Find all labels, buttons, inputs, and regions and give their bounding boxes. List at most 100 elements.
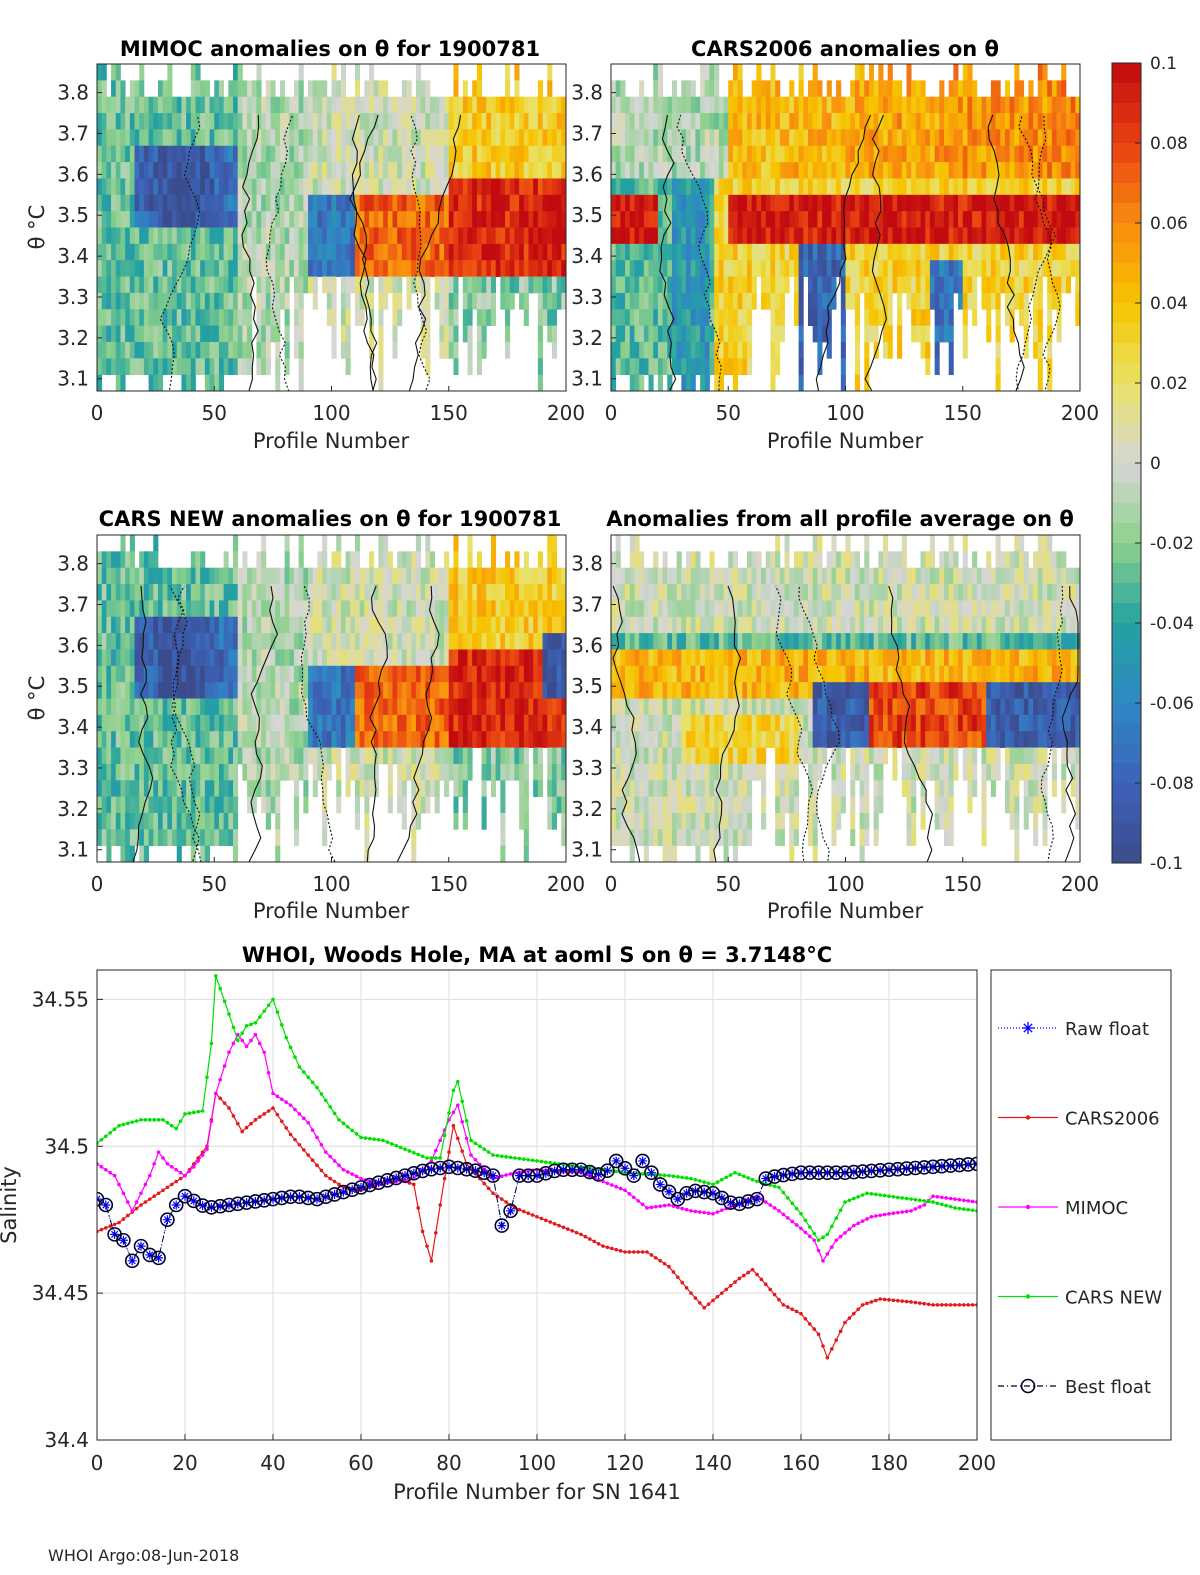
heatmap-cell xyxy=(233,567,239,585)
heatmap-cell xyxy=(383,567,389,585)
heatmap-cell xyxy=(176,194,182,212)
heatmap-cell xyxy=(854,113,860,130)
heatmap-cell xyxy=(101,260,107,277)
heatmap-cell xyxy=(634,292,640,310)
heatmap-cell xyxy=(209,584,215,601)
heatmap-cell xyxy=(962,113,968,130)
heatmap-cell xyxy=(1023,292,1029,310)
heatmap-cell xyxy=(958,178,964,196)
heatmap-cell xyxy=(181,276,187,294)
heatmap-cell xyxy=(803,129,809,147)
heatmap-cell xyxy=(528,567,534,585)
heatmap-cell xyxy=(434,780,440,797)
heatmap-cell xyxy=(864,113,870,130)
heatmap-cell xyxy=(561,616,567,634)
heatmap-cell xyxy=(653,243,659,261)
heatmap-cell xyxy=(1033,162,1039,179)
heatmap-cell xyxy=(648,325,654,343)
heatmap-cell xyxy=(401,129,407,147)
heatmap-cell xyxy=(514,162,520,179)
heatmap-cell xyxy=(134,747,140,765)
heatmap-cell xyxy=(120,535,126,552)
heatmap-cell xyxy=(561,731,567,748)
heatmap-cell xyxy=(495,227,501,245)
heatmap-cell xyxy=(453,584,459,601)
heatmap-cell xyxy=(625,747,631,765)
heatmap-cell xyxy=(462,113,468,130)
heatmap-cell xyxy=(514,682,520,699)
heatmap-cell xyxy=(373,600,379,618)
heatmap-cell xyxy=(812,260,818,277)
heatmap-cell xyxy=(756,80,762,98)
heatmap-cell xyxy=(340,194,346,212)
heatmap-cell xyxy=(364,682,370,699)
heatmap-cell xyxy=(667,129,673,147)
heatmap-cell xyxy=(406,80,412,98)
heatmap-cell xyxy=(505,600,511,618)
heatmap-cell xyxy=(397,763,403,781)
heatmap-cell xyxy=(453,113,459,130)
heatmap-cell xyxy=(1033,243,1039,261)
heatmap-cell xyxy=(490,194,497,212)
heatmap-cell xyxy=(1019,243,1025,261)
heatmap-cell xyxy=(939,227,945,245)
heatmap-cell xyxy=(775,276,781,294)
heatmap-cell xyxy=(303,96,309,114)
heatmap-cell xyxy=(629,211,635,228)
heatmap-cell xyxy=(444,649,450,667)
heatmap-cell xyxy=(157,714,164,732)
heatmap-cell xyxy=(486,698,492,716)
heatmap-cell xyxy=(467,96,473,114)
heatmap-cell xyxy=(1051,113,1057,130)
heatmap-cell xyxy=(962,64,968,81)
heatmap-panel-3: CARS NEW anomalies on θ for 1900781 0 50 1… xyxy=(25,507,585,923)
heatmap-cell xyxy=(1061,227,1067,245)
heatmap-cell xyxy=(934,341,940,359)
heatmap-cell xyxy=(261,763,267,781)
heatmap-cell xyxy=(340,682,346,699)
heatmap-cell xyxy=(350,211,356,228)
heatmap-cell xyxy=(490,260,497,277)
heatmap-cell xyxy=(176,276,182,294)
heatmap-cell xyxy=(415,567,422,585)
heatmap-cell xyxy=(897,227,903,245)
heatmap-cell xyxy=(948,243,954,261)
heatmap-cell xyxy=(742,178,748,196)
heatmap-cell xyxy=(1070,260,1076,277)
heatmap-cell xyxy=(840,374,846,392)
heatmap-cell xyxy=(143,145,149,163)
heatmap-cell xyxy=(153,358,159,376)
heatmap-cell xyxy=(850,80,856,98)
heatmap-cell xyxy=(793,211,799,228)
heatmap-cell xyxy=(195,567,201,585)
heatmap-cell xyxy=(233,358,239,376)
heatmap-cell xyxy=(509,194,515,212)
heatmap-cell xyxy=(251,714,257,732)
heatmap-cell xyxy=(547,325,553,343)
heatmap-cell xyxy=(397,682,403,699)
heatmap-cell xyxy=(681,211,687,228)
heatmap-cell xyxy=(359,731,365,748)
heatmap-cell xyxy=(690,113,696,130)
heatmap-cell xyxy=(322,129,328,147)
heatmap-cell xyxy=(551,600,558,618)
heatmap-cell xyxy=(887,178,893,196)
heatmap-cell xyxy=(143,812,149,830)
heatmap-cell xyxy=(181,260,187,277)
heatmap-cell xyxy=(369,763,375,781)
heatmap-cell xyxy=(972,178,978,196)
heatmap-cell xyxy=(490,616,497,634)
heatmap-cell xyxy=(925,309,931,326)
heatmap-cell xyxy=(873,309,879,326)
heatmap-cell xyxy=(537,714,543,732)
heatmap-cell xyxy=(854,341,860,359)
heatmap-cell xyxy=(948,162,954,179)
heatmap-cell xyxy=(528,96,534,114)
heatmap-cell xyxy=(439,227,445,245)
heatmap-cell xyxy=(1056,178,1062,196)
heatmap-cell xyxy=(392,584,398,601)
heatmap-cell xyxy=(204,616,210,634)
heatmap-cell xyxy=(519,113,525,130)
heatmap-cell xyxy=(934,162,940,179)
heatmap-cell xyxy=(247,796,253,814)
